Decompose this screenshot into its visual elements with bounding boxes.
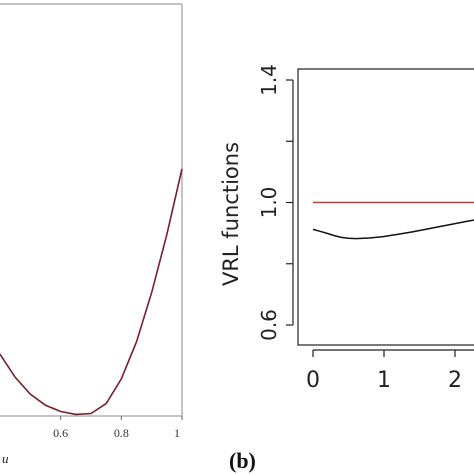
- panel-b-plot-frame: [297, 68, 474, 346]
- panel-b-label: (b): [229, 448, 256, 473]
- panel-b-x-ticks: [312, 350, 456, 357]
- panel-b-x-tick-label: 0: [306, 368, 320, 393]
- panel-b-x-tick-label: 2: [448, 368, 462, 393]
- panel-b-y-axis-label: VRL functions: [219, 142, 243, 286]
- panel-b-y-ticks: [286, 79, 293, 326]
- panel-a-series: [0, 168, 183, 416]
- panel-b-vrl-curve: [312, 219, 474, 240]
- panel-b-x-tick-labels: 0 1 2: [306, 368, 462, 393]
- panel-b-y-tick-label: 0.6: [257, 309, 281, 341]
- panel-b-y-tick-label: 1.0: [257, 187, 281, 219]
- panel-b-y-tick-label: 1.4: [257, 64, 281, 96]
- panel-a-x-tick-label: 0.8: [114, 426, 129, 440]
- panel-a-series-line: [0, 168, 183, 416]
- panel-a-x-tick-labels: 0.6 0.8 1: [53, 426, 180, 440]
- panel-a-x-ticks: [60, 416, 183, 420]
- panel-b-series: [312, 201, 474, 240]
- panel-b-x-tick-label: 1: [377, 368, 391, 393]
- panel-a: 0.6 0.8 1 u: [0, 3, 183, 466]
- panel-a-x-tick-label: 0.6: [53, 426, 68, 440]
- panel-a-x-tick-label: 1: [174, 426, 180, 440]
- panel-b-y-tick-labels: 0.6 1.0 1.4: [257, 64, 281, 341]
- panel-a-x-axis-label: u: [2, 451, 9, 466]
- panel-b: 0.6 1.0 1.4 0 1 2 VRL functions: [219, 64, 474, 393]
